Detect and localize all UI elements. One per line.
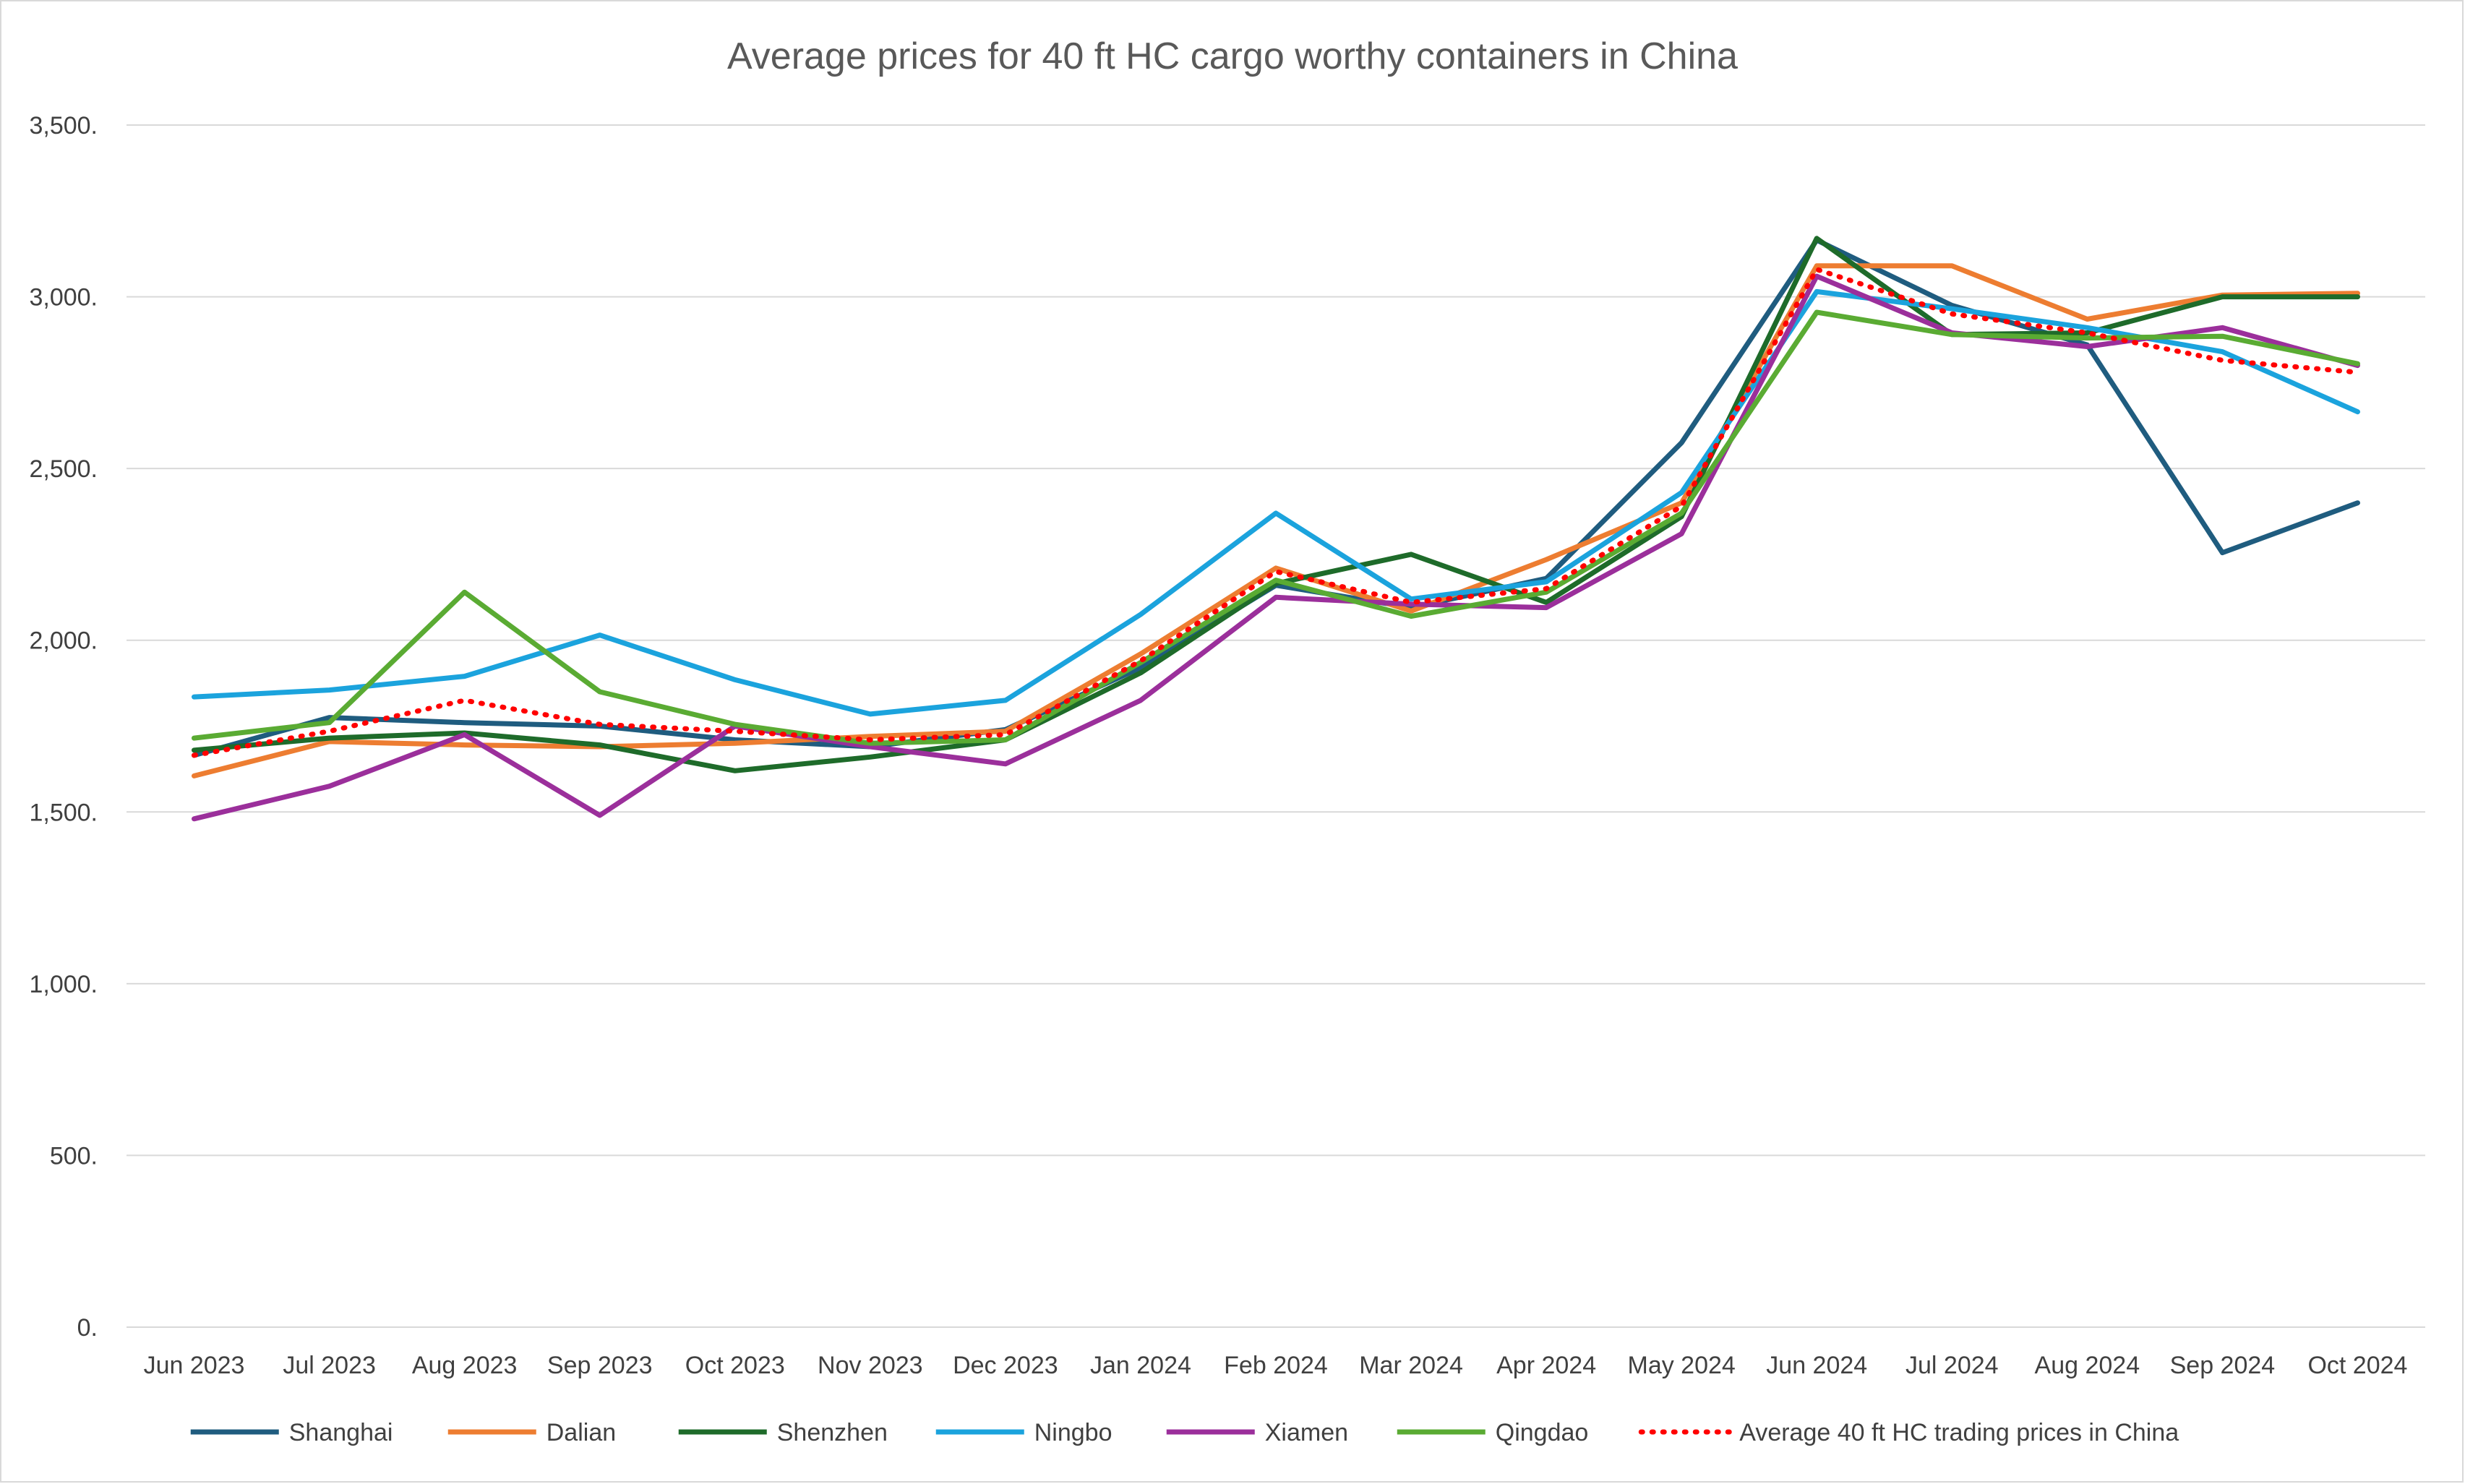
legend-label: Qingdao [1496, 1419, 1589, 1446]
legend-item[interactable]: Shanghai [190, 1419, 393, 1446]
series-line-average-40-ft-hc-trading-prices-in-china [192, 267, 2360, 758]
legend-item[interactable]: Average 40 ft HC trading prices in China [1638, 1419, 2179, 1446]
y-tick-label: 1,000. [29, 971, 98, 998]
y-tick-label: 3,000. [29, 284, 98, 312]
x-tick-label: Jun 2024 [1766, 1352, 1867, 1379]
y-tick-label: 2,000. [29, 627, 98, 655]
legend-label: Shenzhen [777, 1419, 888, 1446]
x-tick-label: Aug 2024 [2035, 1352, 2140, 1379]
y-tick-label: 2,500. [29, 455, 98, 483]
x-tick-label: Aug 2023 [412, 1352, 518, 1379]
x-axis-ticks: Jun 2023 Jul 2023 Aug 2023 Sep 2023 Oct 2023… [144, 1352, 2408, 1379]
legend-item[interactable]: Qingdao [1397, 1419, 1589, 1446]
legend-label: Xiamen [1265, 1419, 1348, 1446]
legend-item[interactable]: Dalian [447, 1419, 616, 1446]
x-tick-label: Jan 2024 [1090, 1352, 1191, 1379]
legend-label: Dalian [546, 1419, 616, 1446]
x-tick-label: Oct 2023 [685, 1352, 785, 1379]
series-line-ningbo [192, 288, 2360, 717]
x-tick-label: Jul 2024 [1905, 1352, 1999, 1379]
gridlines [127, 124, 2425, 1328]
chart-title: Average prices for 40 ft HC cargo worthy… [727, 35, 1738, 77]
x-tick-label: May 2024 [1628, 1352, 1736, 1379]
legend[interactable]: Shanghai Dalian Shenzhen Ningbo Xiamen Qingda… [190, 1419, 2179, 1446]
series-line-qingdao [192, 309, 2360, 746]
x-tick-label: Jul 2023 [283, 1352, 376, 1379]
x-tick-label: Dec 2023 [953, 1352, 1058, 1379]
legend-item[interactable]: Shenzhen [678, 1419, 888, 1446]
y-tick-label: 0. [77, 1314, 98, 1342]
legend-label: Ningbo [1034, 1419, 1113, 1446]
y-tick-label: 3,500. [29, 112, 98, 140]
legend-label: Average 40 ft HC trading prices in China [1739, 1419, 2179, 1446]
y-axis-ticks: 0. 500. 1,000. 1,500. 2,000. 2,500. 3,000. 3,50… [29, 112, 98, 1342]
x-tick-label: Sep 2024 [2170, 1352, 2276, 1379]
y-tick-label: 500. [50, 1142, 98, 1170]
x-tick-label: Mar 2024 [1359, 1352, 1463, 1379]
legend-item[interactable]: Xiamen [1166, 1419, 1348, 1446]
y-tick-label: 1,500. [29, 799, 98, 826]
x-tick-label: Sep 2023 [547, 1352, 653, 1379]
x-tick-label: Apr 2024 [1496, 1352, 1596, 1379]
x-tick-label: Jun 2023 [144, 1352, 245, 1379]
series-line-shanghai [192, 237, 2360, 758]
legend-item[interactable]: Ningbo [935, 1419, 1113, 1446]
legend-label: Shanghai [289, 1419, 393, 1446]
series-line-dalian [192, 263, 2360, 779]
x-tick-label: Nov 2023 [818, 1352, 923, 1379]
x-tick-label: Feb 2024 [1224, 1352, 1328, 1379]
series-lines [192, 236, 2360, 822]
x-tick-label: Oct 2024 [2307, 1352, 2407, 1379]
